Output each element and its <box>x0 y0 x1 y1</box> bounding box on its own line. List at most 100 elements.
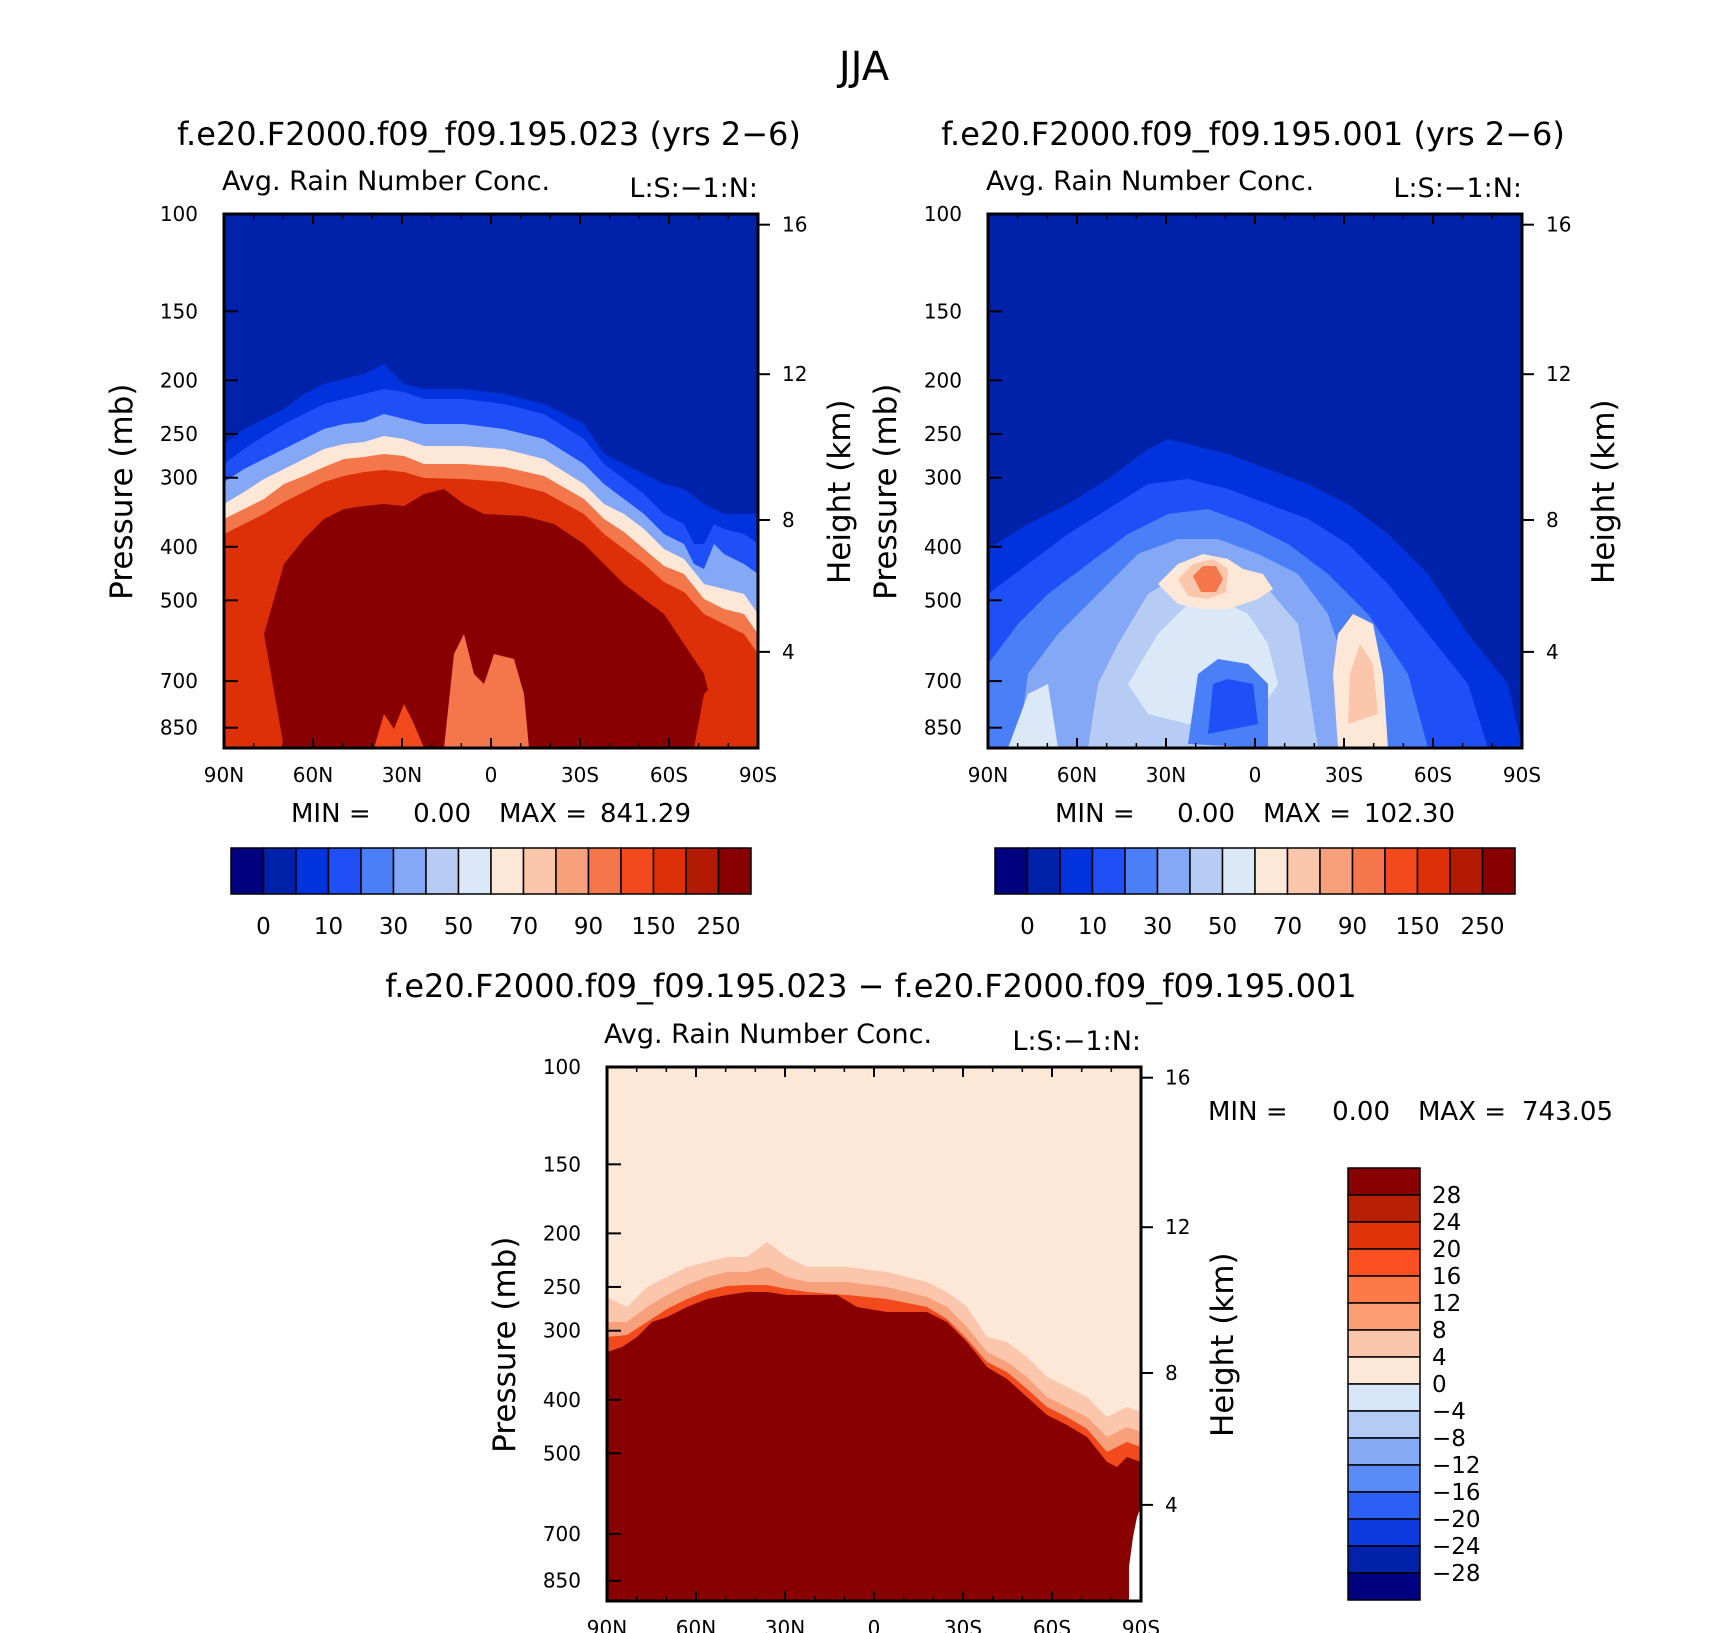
x-tick-label: 90N <box>968 763 1008 787</box>
max-label: MAX = <box>499 799 587 829</box>
min-value: 0.00 <box>413 799 471 829</box>
colorbar-swatch <box>1347 1518 1421 1547</box>
colorbar-label: 150 <box>1396 914 1440 940</box>
contour-band <box>374 704 424 748</box>
x-tick-label: 90N <box>587 1616 627 1633</box>
colorbar-swatch <box>262 847 297 895</box>
colorbar-label: 24 <box>1432 1210 1461 1236</box>
colorbar-swatch <box>1347 1302 1421 1331</box>
y-tick-label: 500 <box>160 588 198 612</box>
colorbar-label: 70 <box>509 914 538 940</box>
contour-band <box>607 1292 1141 1601</box>
max-value: 743.05 <box>1522 1097 1613 1127</box>
colorbar-swatch <box>457 847 492 895</box>
y-right-tick-label: 4 <box>782 640 795 664</box>
colorbar-label: 10 <box>1078 914 1107 940</box>
y-tick-label: 150 <box>924 299 962 323</box>
colorbar-swatch <box>1221 847 1256 895</box>
min-label: MIN = <box>291 799 371 829</box>
page-title: JJA <box>836 44 890 90</box>
x-tick-label: 60N <box>1057 763 1097 787</box>
contour-field <box>988 214 1522 748</box>
colorbar-swatch <box>1351 847 1386 895</box>
x-tick-label: 90S <box>1503 763 1541 787</box>
colorbar-label: 8 <box>1432 1318 1447 1344</box>
colorbar-swatch <box>652 847 687 895</box>
max-label: MAX = <box>1418 1097 1506 1127</box>
colorbar-label: 0 <box>256 914 271 940</box>
colorbar-swatch <box>522 847 557 895</box>
y-tick-label: 400 <box>924 535 962 559</box>
contour-band <box>224 624 284 748</box>
colorbar-label: 4 <box>1432 1345 1447 1371</box>
colorbar-swatch <box>1059 847 1094 895</box>
x-tick-label: 90N <box>204 763 244 787</box>
case-title: f.e20.F2000.f09_f09.195.001 (yrs 2−6) <box>941 115 1565 153</box>
colorbar-swatch <box>555 847 590 895</box>
colorbar-swatch <box>295 847 330 895</box>
x-tick-label: 30S <box>561 763 599 787</box>
max-label: MAX = <box>1263 799 1351 829</box>
contour-band <box>1348 644 1378 724</box>
colorbar-swatch <box>1449 847 1484 895</box>
panel-right: f.e20.F2000.f09_f09.195.001 (yrs 2−6) Av… <box>941 115 1565 750</box>
y-axis-label: Pressure (mb) <box>104 384 140 600</box>
colorbar-swatch <box>685 847 720 895</box>
variable-title: Avg. Rain Number Conc. <box>986 166 1314 197</box>
colorbar-swatch <box>490 847 525 895</box>
colorbar-swatch <box>230 847 265 895</box>
x-tick-label: 0 <box>1249 763 1262 787</box>
x-tick-label: 0 <box>485 763 498 787</box>
colorbar-swatch <box>1347 1410 1421 1439</box>
x-tick-label: 60N <box>293 763 333 787</box>
x-tick-label: 60N <box>676 1616 716 1633</box>
colorbar-swatch <box>1347 1437 1421 1466</box>
y-tick-label: 250 <box>543 1275 581 1299</box>
y-right-tick-label: 8 <box>1546 508 1559 532</box>
y-right-tick-label: 4 <box>1165 1493 1178 1517</box>
y-right-tick-label: 12 <box>1165 1215 1190 1239</box>
min-label: MIN = <box>1055 799 1135 829</box>
max-value: 102.30 <box>1364 799 1455 829</box>
colorbar-label: 0 <box>1432 1372 1447 1398</box>
y-axis-label: Pressure (mb) <box>487 1237 523 1453</box>
x-tick-label: 30N <box>1146 763 1186 787</box>
colorbar-label: 20 <box>1432 1237 1461 1263</box>
contour-band <box>1008 684 1058 748</box>
contour-field <box>224 214 758 748</box>
colorbar-label: 50 <box>1208 914 1237 940</box>
colorbar-swatch <box>1347 1356 1421 1385</box>
y-right-axis-label: Height (km) <box>1205 1252 1241 1437</box>
colorbar-label: 70 <box>1273 914 1302 940</box>
colorbar-label: −24 <box>1432 1534 1481 1560</box>
y-tick-label: 200 <box>924 368 962 392</box>
y-right-tick-label: 8 <box>1165 1361 1178 1385</box>
colorbar-label: −20 <box>1432 1507 1481 1533</box>
colorbar-label: −28 <box>1432 1561 1481 1587</box>
colorbar-swatch <box>1347 1248 1421 1277</box>
y-tick-label: 250 <box>924 422 962 446</box>
level-tag: L:S:−1:N: <box>629 173 758 204</box>
colorbar-swatch <box>1347 1572 1421 1601</box>
colorbar-label: 10 <box>314 914 343 940</box>
colorbar-label: 90 <box>574 914 603 940</box>
colorbar-swatch <box>1091 847 1126 895</box>
contour-band <box>264 489 714 748</box>
y-tick-label: 500 <box>543 1441 581 1465</box>
colorbar-swatch <box>1347 1194 1421 1223</box>
y-tick-label: 500 <box>924 588 962 612</box>
colorbar-swatch <box>1347 1167 1421 1196</box>
y-tick-label: 700 <box>924 669 962 693</box>
colorbar-swatch <box>1254 847 1289 895</box>
colorbar-swatch <box>1156 847 1191 895</box>
colorbar-label: 0 <box>1020 914 1035 940</box>
y-tick-label: 250 <box>160 422 198 446</box>
y-right-tick-label: 8 <box>782 508 795 532</box>
min-value: 0.00 <box>1177 799 1235 829</box>
y-tick-label: 850 <box>924 716 962 740</box>
y-tick-label: 700 <box>543 1522 581 1546</box>
contour-field <box>607 1067 1141 1601</box>
colorbar-swatch <box>1347 1464 1421 1493</box>
y-tick-label: 400 <box>543 1388 581 1412</box>
